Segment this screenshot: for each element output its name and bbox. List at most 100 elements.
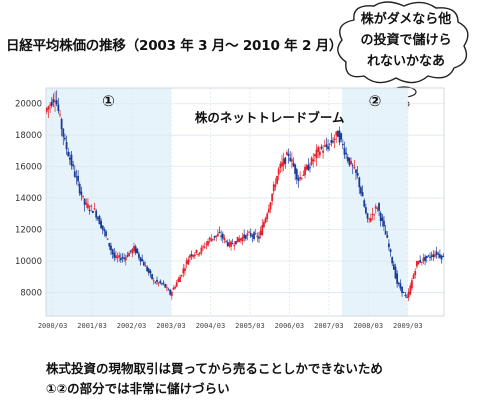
candle-body xyxy=(138,253,140,258)
bubble-line: れないかなあ xyxy=(366,54,445,69)
candle-body xyxy=(156,279,158,282)
candle-body xyxy=(434,254,436,257)
candle-body xyxy=(85,202,88,205)
candle-body xyxy=(184,268,186,272)
candle-body xyxy=(91,210,94,213)
candle-body xyxy=(77,175,79,182)
candle-body xyxy=(379,212,382,221)
candle-body xyxy=(402,291,405,293)
candle-body xyxy=(337,131,339,137)
candle-body xyxy=(251,235,254,237)
candle-body xyxy=(290,159,293,162)
candle-body xyxy=(259,230,262,236)
candle-body xyxy=(348,157,351,166)
candle-body xyxy=(315,149,318,159)
candle-body xyxy=(396,273,399,284)
candle-body xyxy=(325,144,328,147)
candle-body xyxy=(249,233,252,237)
candle-body xyxy=(110,245,112,251)
candle-body xyxy=(363,200,366,207)
candle-body xyxy=(96,217,99,220)
candle-body xyxy=(162,282,165,284)
candle-body xyxy=(368,218,371,220)
candle-body xyxy=(174,286,177,289)
candle-body xyxy=(389,249,392,252)
candle-body xyxy=(305,165,308,170)
bubble-line: の投資で儲けら xyxy=(360,33,452,48)
candle-body xyxy=(165,287,168,289)
candle-body xyxy=(271,193,274,202)
candle-body xyxy=(152,280,155,282)
x-tick-label: 2006/03 xyxy=(275,322,305,330)
footnote-line-1: 株式投資の現物取引は買ってから売ることしかできないため xyxy=(46,361,383,376)
candle-body xyxy=(378,203,380,211)
candle-body xyxy=(328,143,331,145)
candle-body xyxy=(60,118,63,130)
candle-body xyxy=(118,255,121,258)
candle-body xyxy=(238,238,241,242)
candle-body xyxy=(327,146,329,150)
candle-body xyxy=(282,158,285,166)
candle-body xyxy=(358,177,361,188)
candle-body xyxy=(169,289,172,295)
candle-body xyxy=(397,282,400,284)
candle-body xyxy=(261,225,264,236)
candle-body xyxy=(75,176,78,178)
candle-body xyxy=(68,157,71,160)
candle-body xyxy=(253,232,255,239)
candle-body xyxy=(83,198,86,205)
candle-body xyxy=(369,218,372,222)
candle-body xyxy=(141,259,144,262)
candle-body xyxy=(360,187,362,194)
candle-body xyxy=(287,154,290,157)
candle-body xyxy=(440,255,443,260)
x-tick-label: 2003/03 xyxy=(156,322,186,330)
candle-body xyxy=(300,178,303,180)
candle-body xyxy=(411,280,413,289)
candle-body xyxy=(417,261,420,265)
candle-body xyxy=(52,99,55,103)
y-tick-label: 20000 xyxy=(15,100,42,110)
candle-body xyxy=(128,252,130,257)
candle-body xyxy=(307,164,310,171)
candle-body xyxy=(134,246,137,253)
candle-body xyxy=(197,254,200,256)
x-tick-label: 2005/03 xyxy=(235,322,265,330)
candle-body xyxy=(116,256,119,258)
y-tick-label: 8000 xyxy=(20,288,42,298)
candle-body xyxy=(256,235,259,238)
candle-body xyxy=(415,260,418,267)
candle-body xyxy=(335,131,338,136)
candle-body xyxy=(103,229,106,232)
candle-body xyxy=(177,278,180,283)
candle-body xyxy=(304,166,306,176)
candle-body xyxy=(93,208,96,210)
x-tick-label: 2008/03 xyxy=(354,322,384,330)
candle-body xyxy=(198,252,201,255)
candle-body xyxy=(419,259,422,263)
candle-body xyxy=(111,249,114,255)
candle-body xyxy=(244,235,247,239)
candle-body xyxy=(312,159,315,162)
candle-body xyxy=(100,220,102,229)
x-tick-label: 2000/03 xyxy=(38,322,68,330)
candle-body xyxy=(318,151,321,156)
candle-body xyxy=(67,151,70,157)
candle-body xyxy=(90,205,93,207)
candle-body xyxy=(175,282,178,287)
candle-body xyxy=(230,241,232,247)
candle-body xyxy=(254,233,257,235)
candle-body xyxy=(430,255,433,257)
candle-body xyxy=(220,235,223,237)
candle-body xyxy=(356,172,359,176)
candle-body xyxy=(272,184,275,192)
candle-body xyxy=(144,265,147,267)
candle-body xyxy=(269,202,272,210)
stock-chart: ① ② 8000 10000 12000 14000 16000 18000 20000 2000… xyxy=(15,87,445,330)
candle-body xyxy=(231,243,234,245)
candle-body xyxy=(309,167,311,169)
candle-body xyxy=(392,264,395,270)
candle-body xyxy=(126,255,129,257)
candle-body xyxy=(108,242,111,247)
candle-body xyxy=(338,130,341,143)
